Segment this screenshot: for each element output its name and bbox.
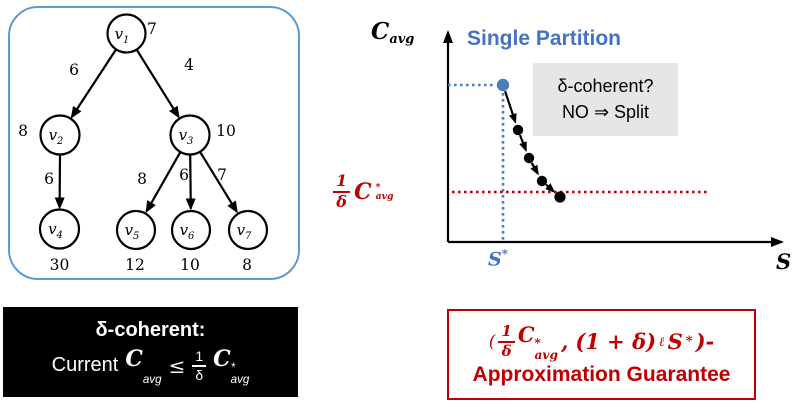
- node-v7: [227, 209, 269, 251]
- optimal-cavg: C * avg: [213, 345, 250, 386]
- node-v4-value: 30: [50, 256, 70, 274]
- delta-coherent-definition-box: δ-coherent: Current C​avg ≤ 1 δ C*avg: [3, 307, 298, 397]
- node-v6-value: 10: [180, 256, 200, 274]
- approximation-guarantee-box: ( 1 δ C * avg , (1 + δ) ℓ S * )- Approximati…: [447, 309, 756, 400]
- callout-line1: δ-coherent?: [557, 76, 654, 96]
- node-v2-label: v2: [49, 126, 64, 147]
- definition-title: δ-coherent:: [95, 318, 206, 341]
- node-v1-value: 7: [147, 20, 157, 38]
- script-C: C: [354, 179, 372, 205]
- node-v1: [106, 13, 147, 54]
- edge-weight-v1-v3: 4: [184, 56, 194, 74]
- plot-title: Single Partition: [467, 27, 622, 50]
- current-label: Current: [51, 354, 119, 376]
- tree-panel: 6 4 6 8 6 7 v1 v2 v3 v4 v5 v6 v7 7 8: [8, 6, 300, 280]
- node-v5: [115, 209, 157, 251]
- single-partition-point: [496, 78, 510, 92]
- node-v5-value: 12: [125, 256, 145, 274]
- edge-weight-v3-v5: 8: [137, 170, 147, 188]
- red-threshold-label: 1 δ C * avg: [333, 163, 394, 221]
- fraction-one-over-delta: 1 δ: [333, 172, 351, 211]
- fraction-one-over-delta: 1 δ: [498, 323, 515, 360]
- callout-line2: NO ⇒ Split: [561, 102, 650, 122]
- node-v4: [38, 208, 81, 250]
- tradeoff-plot: [443, 30, 784, 247]
- node-v6-label: v6: [180, 221, 195, 242]
- ell-exponent: ℓ: [659, 334, 665, 350]
- split-point-2: [523, 152, 535, 164]
- star-superscript: *: [685, 334, 693, 349]
- leq-symbol: ≤: [168, 353, 186, 378]
- edge-weight-v3-v6: 6: [179, 166, 189, 184]
- node-v4-label: v4: [48, 220, 63, 241]
- fraction-one-over-delta: 1 δ: [192, 349, 207, 382]
- star-avg-scripts: * avg: [375, 181, 394, 202]
- comma: ,: [561, 329, 569, 354]
- split-point-1: [512, 124, 524, 136]
- node-v7-value: 8: [242, 256, 252, 274]
- curve-seg-2: [518, 134, 527, 152]
- node-v3-label: v3: [179, 126, 194, 147]
- edge-weight-v1-v2: 6: [69, 61, 79, 79]
- node-v2-value: 8: [18, 122, 28, 140]
- node-v6: [170, 209, 212, 251]
- node-v5-label: v5: [125, 221, 140, 242]
- definition-formula: Current C​avg ≤ 1 δ C*avg: [52, 346, 250, 385]
- x-axis-label: S: [776, 249, 792, 274]
- edge-weight-v3-v7: 7: [217, 166, 227, 184]
- edge-v1-v2: [70, 48, 118, 119]
- current-cavg: C​avg: [125, 345, 162, 386]
- edge-v3-v7: [198, 151, 238, 214]
- close-paren-dash: )-: [695, 329, 715, 354]
- node-v1-label: v1: [115, 25, 130, 46]
- node-v3-value: 10: [216, 122, 236, 140]
- split-point-4: [554, 191, 566, 203]
- edge-weight-v2-v4: 6: [44, 170, 54, 188]
- one-plus-delta: (1 + δ): [575, 329, 657, 354]
- edge-v1-v3: [135, 49, 180, 119]
- tree-graph: 6 4 6 8 6 7 v1 v2 v3 v4 v5 v6 v7 7 8: [18, 13, 269, 274]
- curve-seg-3: [530, 162, 539, 176]
- edge-v3-v5: [145, 151, 182, 214]
- curve-seg-1: [504, 90, 517, 124]
- edge-v3-v6: [185, 154, 196, 211]
- optimal-cavg: C * avg: [517, 321, 559, 363]
- delta-coherent-callout: δ-coherent? NO ⇒ Split: [533, 63, 678, 136]
- curve-seg-4: [545, 183, 556, 193]
- split-point-3: [536, 175, 548, 187]
- node-v7-label: v7: [237, 221, 252, 242]
- node-v3: [169, 114, 211, 156]
- node-v2: [39, 114, 81, 156]
- open-paren: (: [488, 331, 496, 352]
- y-axis-label: Cavg: [371, 18, 415, 47]
- guarantee-formula: ( 1 δ C * avg , (1 + δ) ℓ S * )-: [489, 322, 715, 362]
- script-S: S: [667, 329, 683, 354]
- x-star-label: S*: [488, 247, 509, 271]
- guarantee-caption: Approximation Guarantee: [472, 363, 731, 387]
